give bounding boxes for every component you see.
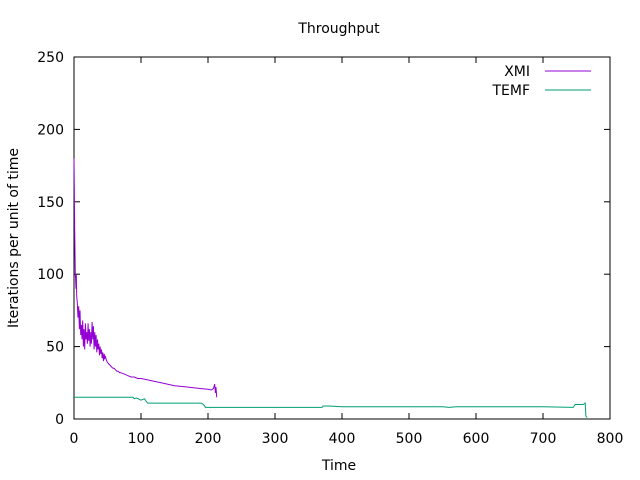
chart-title: Throughput (297, 21, 380, 37)
x-tick-label: 0 (70, 431, 79, 447)
legend: XMI TEMF (491, 64, 591, 99)
y-axis: 0 50 100 150 200 250 (37, 50, 610, 428)
x-tick-label: 500 (396, 431, 423, 447)
plot-frame (73, 56, 611, 420)
series-line-xmi (73, 158, 218, 398)
x-tick-label: 100 (128, 431, 155, 447)
x-tick-label: 300 (262, 431, 289, 447)
y-tick-label: 250 (37, 50, 64, 66)
y-tick-label: 100 (37, 267, 64, 283)
x-axis: 0 100 200 300 400 500 600 700 800 (70, 57, 624, 447)
x-axis-title: Time (321, 458, 356, 474)
x-tick-label: 800 (597, 431, 624, 447)
series-line-temf (74, 396, 588, 418)
y-axis-title: Iterations per unit of time (6, 148, 22, 328)
x-tick-label: 600 (463, 431, 490, 447)
x-tick-label: 400 (329, 431, 356, 447)
y-tick-label: 200 (37, 122, 64, 138)
x-tick-label: 700 (530, 431, 557, 447)
y-tick-label: 0 (55, 412, 64, 428)
x-tick-label: 200 (195, 431, 222, 447)
legend-label-xmi: XMI (504, 64, 530, 80)
y-tick-label: 150 (37, 195, 64, 211)
series-layer (73, 158, 588, 418)
y-tick-label: 50 (46, 340, 64, 356)
legend-label-temf: TEMF (491, 83, 530, 99)
